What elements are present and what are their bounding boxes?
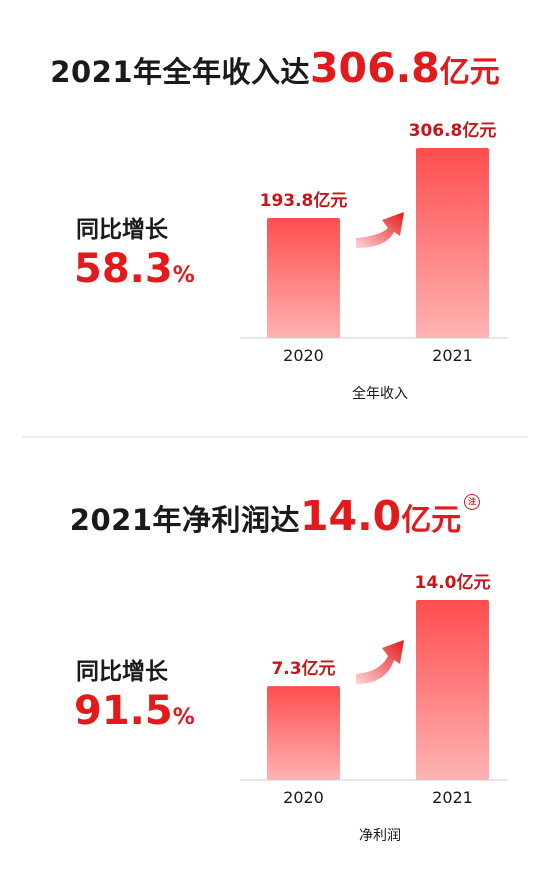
revenue-growth-label: 同比增长 [76, 217, 168, 243]
profit-headline-unit: 亿元 [401, 503, 462, 538]
profit-panel: 2021年净利润达14.0亿元注 同比增长 91.5% 7.3亿元 2020 14.… [0, 440, 550, 893]
data-label-2021: 14.0亿元 [415, 572, 491, 593]
profit-headline-note: 注 [464, 494, 481, 510]
bar-2021 [416, 148, 489, 338]
profit-headline: 2021年净利润达14.0亿元注 [0, 492, 550, 540]
x-axis-label: 全年收入 [352, 385, 408, 402]
profit-headline-value: 14.0 [300, 492, 402, 540]
data-label-2021: 306.8亿元 [409, 120, 497, 141]
revenue-headline-prefix: 2021年全年收入达 [50, 55, 311, 89]
revenue-panel: 2021年全年收入达306.8亿元 同比增长 58.3% 193.8亿元 2020… [0, 0, 550, 436]
x-axis-label: 净利润 [359, 828, 401, 844]
tick-label-2021: 2021 [432, 788, 473, 807]
data-label-2020: 7.3亿元 [271, 658, 335, 679]
profit-headline-prefix: 2021年净利润达 [69, 503, 301, 537]
tick-label-2020: 2020 [283, 788, 324, 807]
revenue-headline-unit: 亿元 [439, 55, 500, 90]
profit-growth-value: 91.5% [74, 688, 195, 734]
revenue-growth-number: 58.3 [74, 246, 173, 292]
bar-2021 [416, 600, 489, 780]
bar-2020 [267, 217, 340, 338]
tick-label-2021: 2021 [432, 346, 473, 365]
tick-label-2020: 2020 [283, 346, 324, 365]
profit-growth-unit: % [172, 705, 195, 730]
profit-bar-chart: 7.3亿元 2020 14.0亿元 2021 净利润 [240, 572, 508, 844]
revenue-headline-value: 306.8 [310, 44, 440, 92]
section-divider [22, 436, 528, 438]
data-label-2020: 193.8亿元 [260, 190, 348, 211]
profit-growth-label: 同比增长 [76, 659, 168, 685]
profit-growth-number: 91.5 [74, 688, 173, 734]
revenue-growth-value: 58.3% [74, 246, 195, 292]
growth-arrow-icon [356, 212, 404, 248]
growth-arrow-icon [356, 640, 404, 684]
revenue-headline: 2021年全年收入达306.8亿元 [0, 44, 550, 92]
revenue-growth-unit: % [172, 263, 195, 288]
revenue-bar-chart: 193.8亿元 2020 306.8亿元 2021 全年收入 [240, 120, 508, 402]
bar-2020 [267, 686, 340, 780]
